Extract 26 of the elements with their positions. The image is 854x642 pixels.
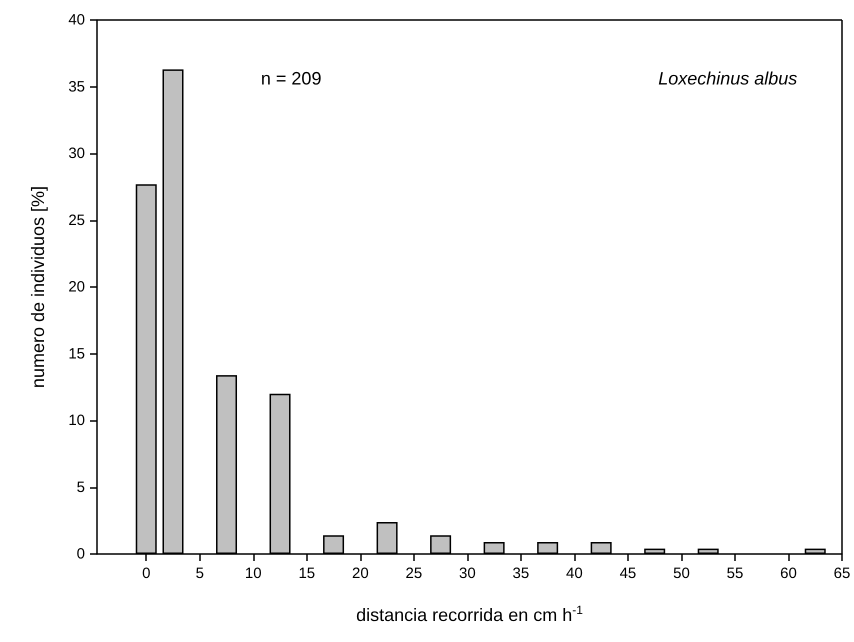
x-tick-label: 55 bbox=[726, 565, 744, 582]
annotation: Loxechinus albus bbox=[658, 68, 798, 89]
y-tick-label: 20 bbox=[68, 278, 85, 296]
y-tick-label: 25 bbox=[68, 212, 85, 229]
x-tick-label: 10 bbox=[244, 565, 262, 582]
x-tick-label: 0 bbox=[142, 565, 150, 582]
annotation: n = 209 bbox=[260, 68, 322, 89]
x-tick-label: 65 bbox=[834, 565, 850, 582]
y-tick-label: 40 bbox=[68, 12, 85, 28]
x-tick-label: 40 bbox=[566, 565, 583, 582]
y-tick-label: 5 bbox=[76, 478, 85, 496]
x-tick-label: 5 bbox=[196, 565, 204, 582]
x-tick-label: 45 bbox=[620, 565, 636, 582]
y-tick-label: 15 bbox=[68, 345, 85, 362]
y-tick-label: 35 bbox=[68, 78, 85, 96]
x-tick-label: 35 bbox=[512, 565, 530, 582]
y-axis-title: numero de individuos [%] bbox=[28, 186, 48, 388]
y-tick-label: 10 bbox=[68, 412, 85, 429]
x-tick-label: 50 bbox=[673, 565, 690, 582]
x-tick-label: 20 bbox=[352, 565, 369, 582]
x-tick-label: 15 bbox=[298, 565, 316, 582]
x-tick-label: 25 bbox=[405, 565, 422, 582]
x-tick-label: 30 bbox=[459, 565, 476, 582]
y-tick-label: 30 bbox=[68, 145, 85, 162]
y-tick-label: 0 bbox=[76, 546, 85, 562]
x-tick-label: 60 bbox=[780, 565, 797, 582]
